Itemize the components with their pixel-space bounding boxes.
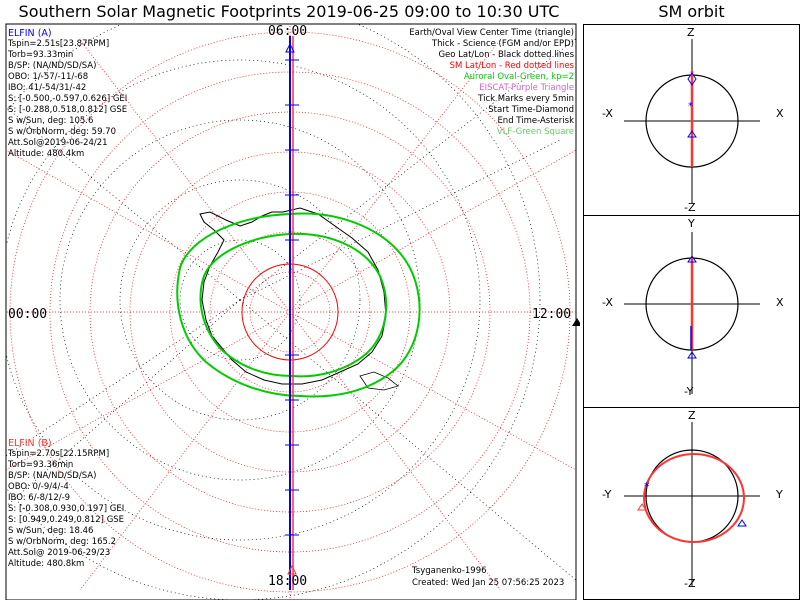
orbit-panel-xy: Y -Y -X X [583, 215, 800, 408]
legend-item: Auroral Oval-Green, kp=2 [463, 72, 574, 82]
main-title: Southern Solar Magnetic Footprints 2019-… [18, 2, 560, 21]
legend: Earth/Oval View Center Time (triangle) T… [409, 28, 574, 138]
elfin-b-line: S: [0.949,0.249,0.812] GSE [8, 515, 125, 525]
elfin-b-line: S w/OrbNorm, deg: 165.2 [8, 537, 117, 547]
panel3-top-label: Z [688, 409, 696, 422]
elfin-a-line: Att.Sol@2019-06-24/21 [8, 138, 108, 148]
clock-bottom-label: 18:00 [268, 574, 308, 589]
auroral-oval-outer [176, 212, 421, 398]
elfin-a-line: S: [-0.500,-0.597,0.626] GEI [8, 94, 128, 104]
elfin-a-line: Altitude: 480.4km [8, 149, 85, 159]
panel3-right-label: Y [776, 488, 783, 501]
orbit-title: SM orbit [658, 2, 725, 21]
elfin-b-line: IBO: 6/-8/12/-9 [8, 493, 71, 503]
center-triangle [572, 318, 580, 326]
legend-item: Tick Marks every 5min [478, 94, 574, 104]
legend-item: Earth/Oval View Center Time (triangle) [409, 28, 574, 38]
panel1-left-label: -X [602, 107, 613, 120]
coastline-island [359, 371, 399, 391]
panel2-bottom-label: -Y [684, 385, 694, 398]
clock-top-label: 06:00 [268, 24, 308, 39]
orbit-panel-xz: * Z -Z -X X [583, 24, 800, 216]
legend-item: Geo Lat/Lon - Black dotted lines [438, 50, 574, 60]
elfin-a-ticks [285, 59, 299, 536]
elfin-b-end-marker [287, 564, 297, 575]
elfin-a-line: Tspin=2.51s[23.87RPM] [8, 39, 110, 49]
svg-text:*: * [644, 480, 650, 493]
legend-item: EISCAT-Purple Triangle [479, 83, 574, 93]
elfin-a-line: Torb=93.33min [8, 50, 74, 60]
legend-item: Start Time-Diamond [488, 105, 574, 115]
clock-left-label: 00:00 [8, 307, 48, 322]
orbit-panel-yz: * Z -Z -Y Y [583, 407, 800, 600]
elfin-b-line: Att.Sol@ 2019-06-29/23 [8, 548, 111, 558]
legend-item: VLF-Green Square [496, 127, 574, 137]
elfin-b-line: S w/Sun, deg: 18.46 [8, 526, 94, 536]
elfin-a-line: OBO: 1/-57/-11/-68 [8, 72, 89, 82]
panel2-left-label: -X [602, 296, 613, 309]
elfin-a-name: ELFIN (A) [8, 28, 52, 39]
elfin-a-line: S w/Sun, deg: 105.6 [8, 116, 94, 126]
panel2-right-label: X [776, 296, 784, 309]
antarctica-coastline [199, 207, 387, 385]
elfin-a-start-marker [285, 42, 295, 53]
legend-item: SM Lat/Lon - Red dotted lines [449, 61, 574, 71]
panel1-bottom-label: -Z [684, 201, 696, 214]
panel1-right-label: X [776, 107, 784, 120]
panel3-bottom-label: -Z [684, 577, 696, 590]
auroral-oval-inner [199, 232, 388, 378]
polar-map [5, 23, 580, 600]
elfin-b-line: S: [-0.308,0.930,0.197] GEI [8, 504, 125, 514]
legend-item: End Time-Asterisk [497, 116, 574, 126]
elfin-a-info: ELFIN (A) Tspin=2.51s[23.87RPM] Torb=93.… [8, 28, 127, 160]
panel2-top-label: Y [688, 217, 695, 230]
elfin-b-line: OBO: 0/-9/4/-4 [8, 482, 69, 492]
elfin-a-line: IBO: 41/-54/31/-42 [8, 83, 87, 93]
elfin-a-line: B/SP: (NA/ND/SD/SA) [8, 61, 97, 71]
elfin-b-line: Torb=93.36min [8, 460, 74, 470]
elfin-b-line: B/SP: (NA/ND/SD/SA) [8, 471, 97, 481]
elfin-a-line: S w/OrbNorm, deg: 59.70 [8, 127, 117, 137]
clock-right-label: 12:00 [532, 307, 572, 322]
svg-text:*: * [688, 101, 693, 112]
credit-text: Tsyganenko-1996 [412, 566, 487, 576]
elfin-b-info: ELFIN (B) Tspin=2.70s[22.15RPM] Torb=93.… [8, 438, 124, 570]
panel1-top-label: Z [687, 26, 695, 39]
elfin-b-line: Altitude: 480.8km [8, 559, 85, 569]
elfin-b-line: Tspin=2.70s[22.15RPM] [8, 449, 110, 459]
panel3-left-label: -Y [602, 488, 612, 501]
elfin-a-line: S: [-0.288,0.518,0.812] GSE [8, 105, 128, 115]
created-text: Created: Wed Jan 25 07:56:25 2023 [412, 578, 565, 588]
elfin-b-name: ELFIN (B) [8, 438, 52, 449]
legend-item: Thick - Science (FGM and/or EPD) [431, 39, 574, 49]
